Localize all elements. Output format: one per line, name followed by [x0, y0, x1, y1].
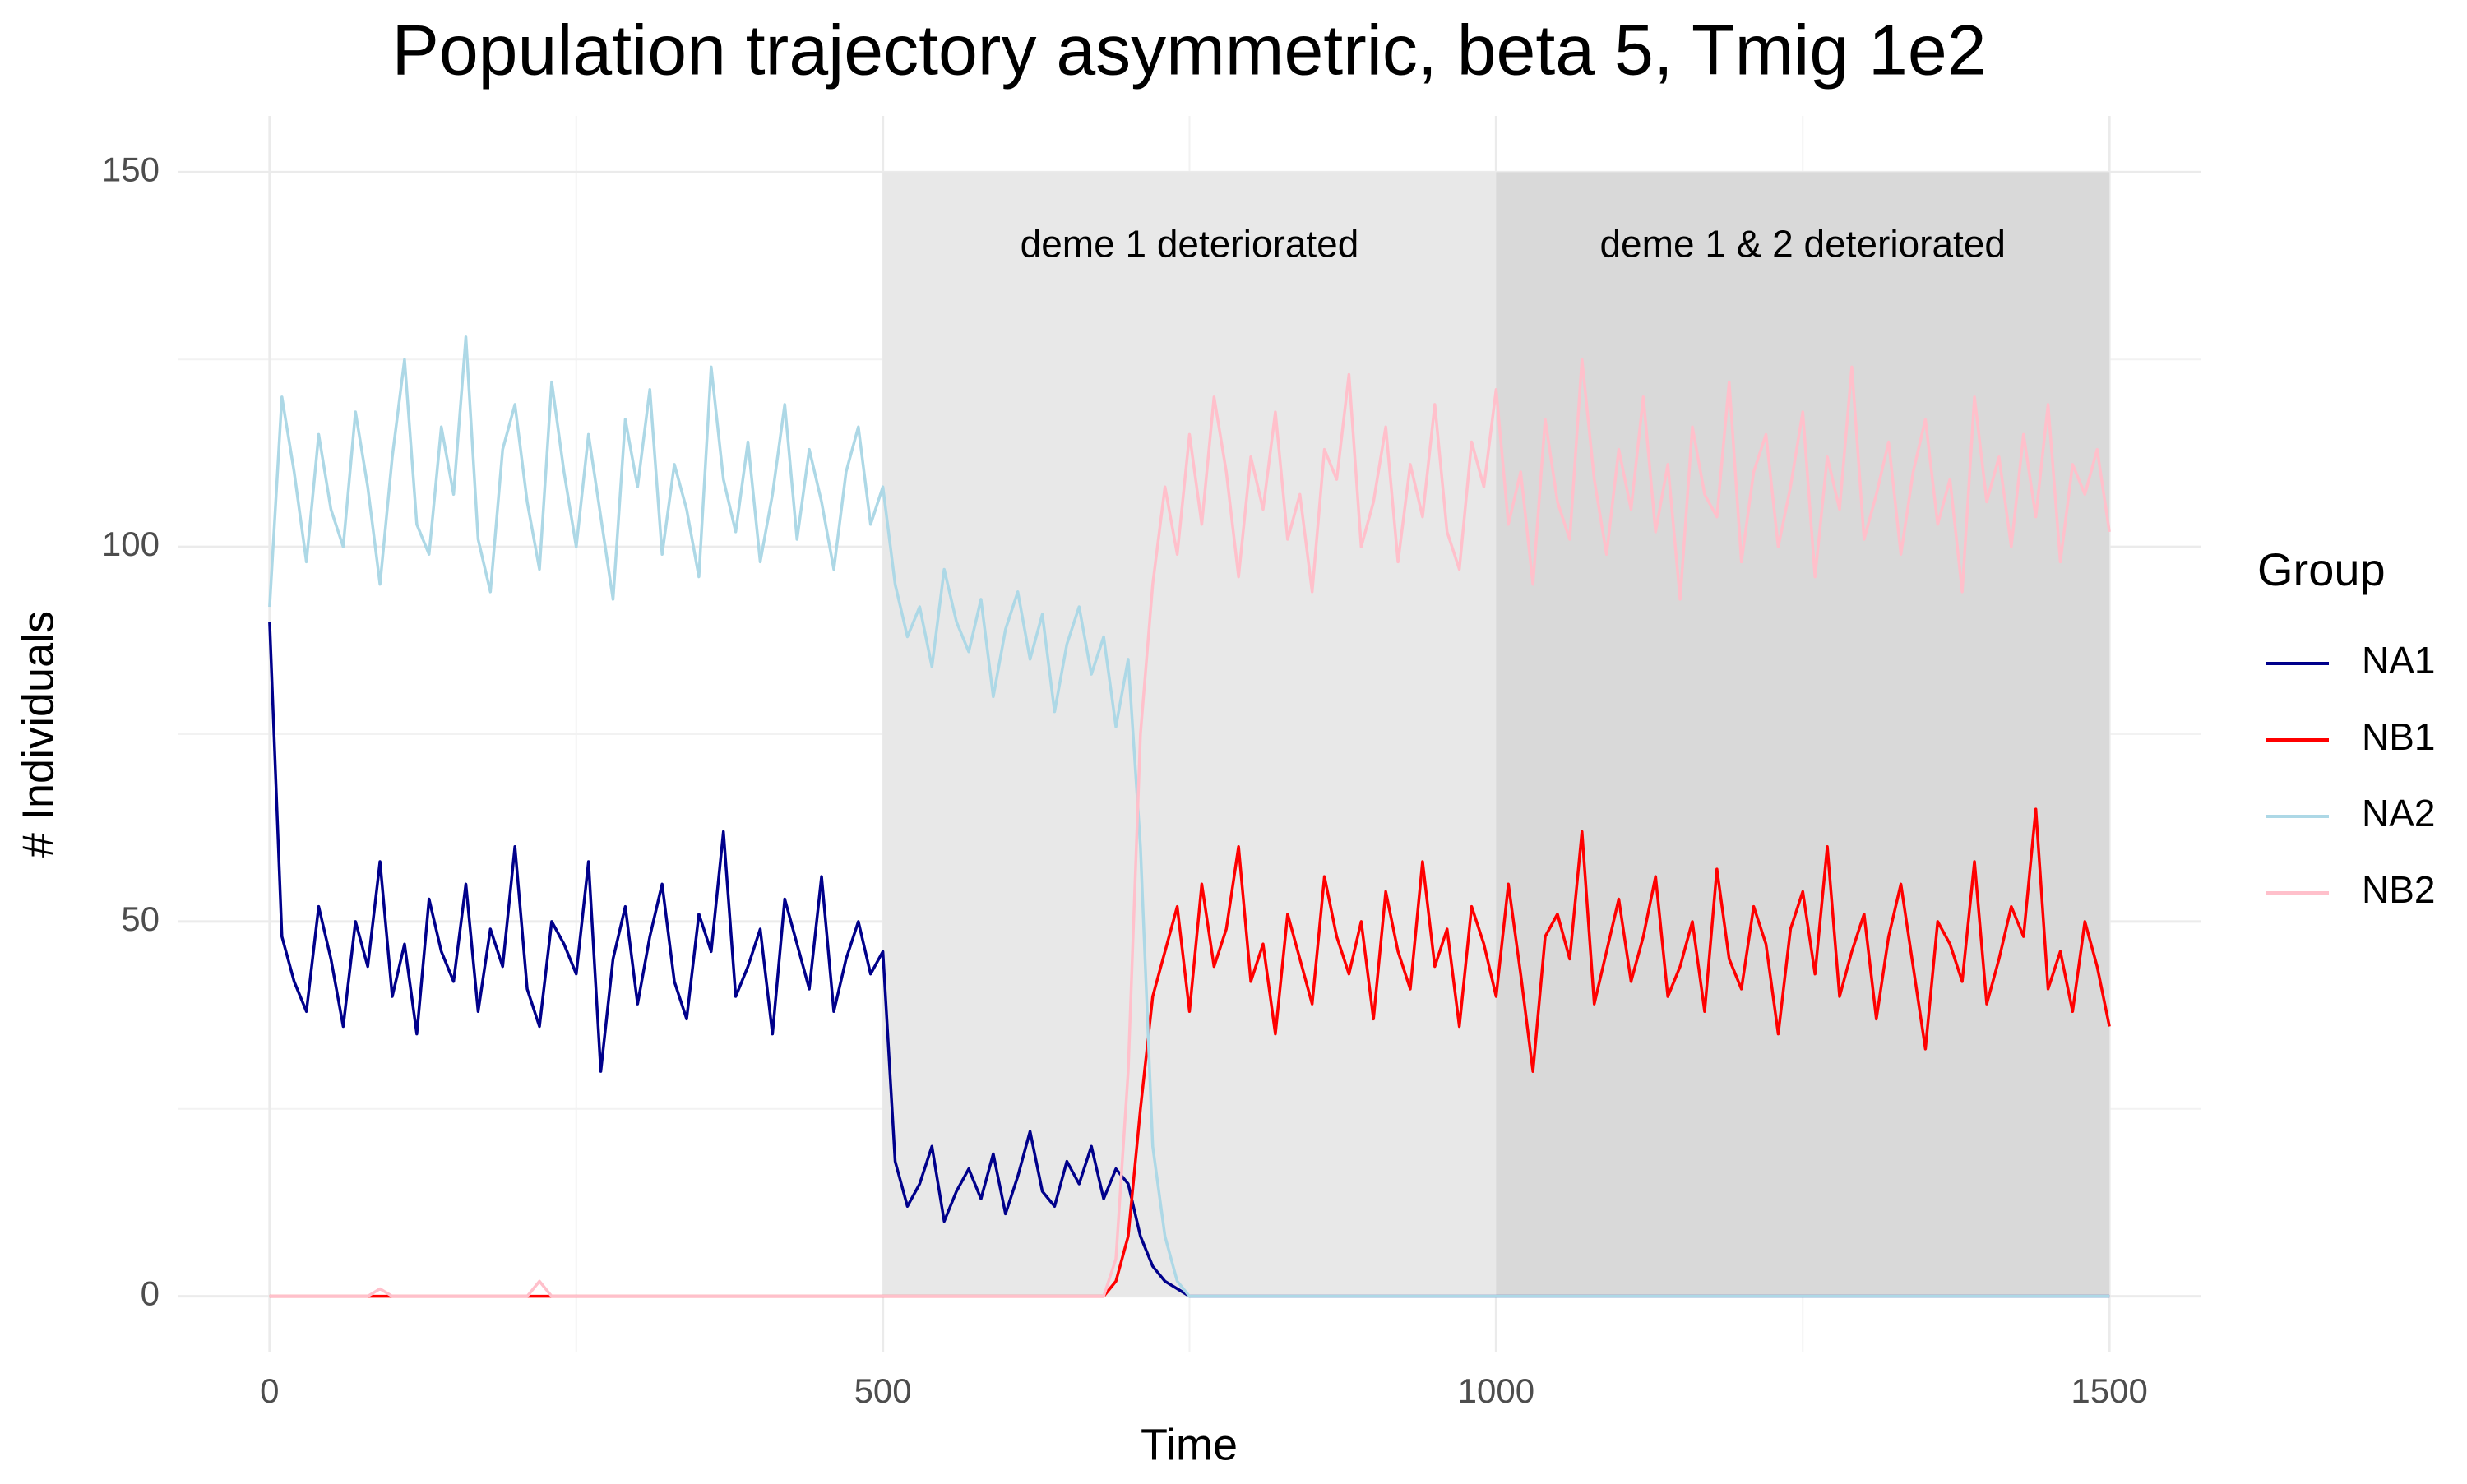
legend-label: NB1 — [2362, 715, 2435, 758]
series-line — [269, 358, 2111, 1298]
chart-title: Population trajectory asymmetric, beta 5… — [391, 12, 1986, 90]
plot-area — [178, 116, 2201, 1352]
shaded-region — [882, 172, 1497, 1297]
y-tick-label: 100 — [102, 525, 160, 563]
y-tick-label: 0 — [141, 1274, 160, 1313]
legend-label: NA2 — [2362, 792, 2435, 834]
legend-title: Group — [2257, 543, 2386, 595]
x-tick-label: 1500 — [2071, 1371, 2147, 1410]
legend-label: NA1 — [2362, 639, 2435, 682]
x-axis-title: Time — [1141, 1420, 1238, 1469]
y-axis-title: # Individuals — [13, 611, 62, 858]
y-tick-label: 150 — [102, 150, 160, 188]
shaded-region — [1496, 172, 2110, 1297]
legend-label: NB2 — [2362, 868, 2435, 911]
region-label: deme 1 & 2 deteriorated — [1599, 223, 2006, 266]
series-line — [268, 335, 2110, 1298]
region-label: deme 1 deteriorated — [1021, 223, 1359, 266]
x-tick-label: 1000 — [1458, 1371, 1534, 1410]
x-tick-label: 500 — [854, 1371, 912, 1410]
y-tick-label: 50 — [121, 899, 160, 938]
x-tick-label: 0 — [260, 1371, 279, 1410]
